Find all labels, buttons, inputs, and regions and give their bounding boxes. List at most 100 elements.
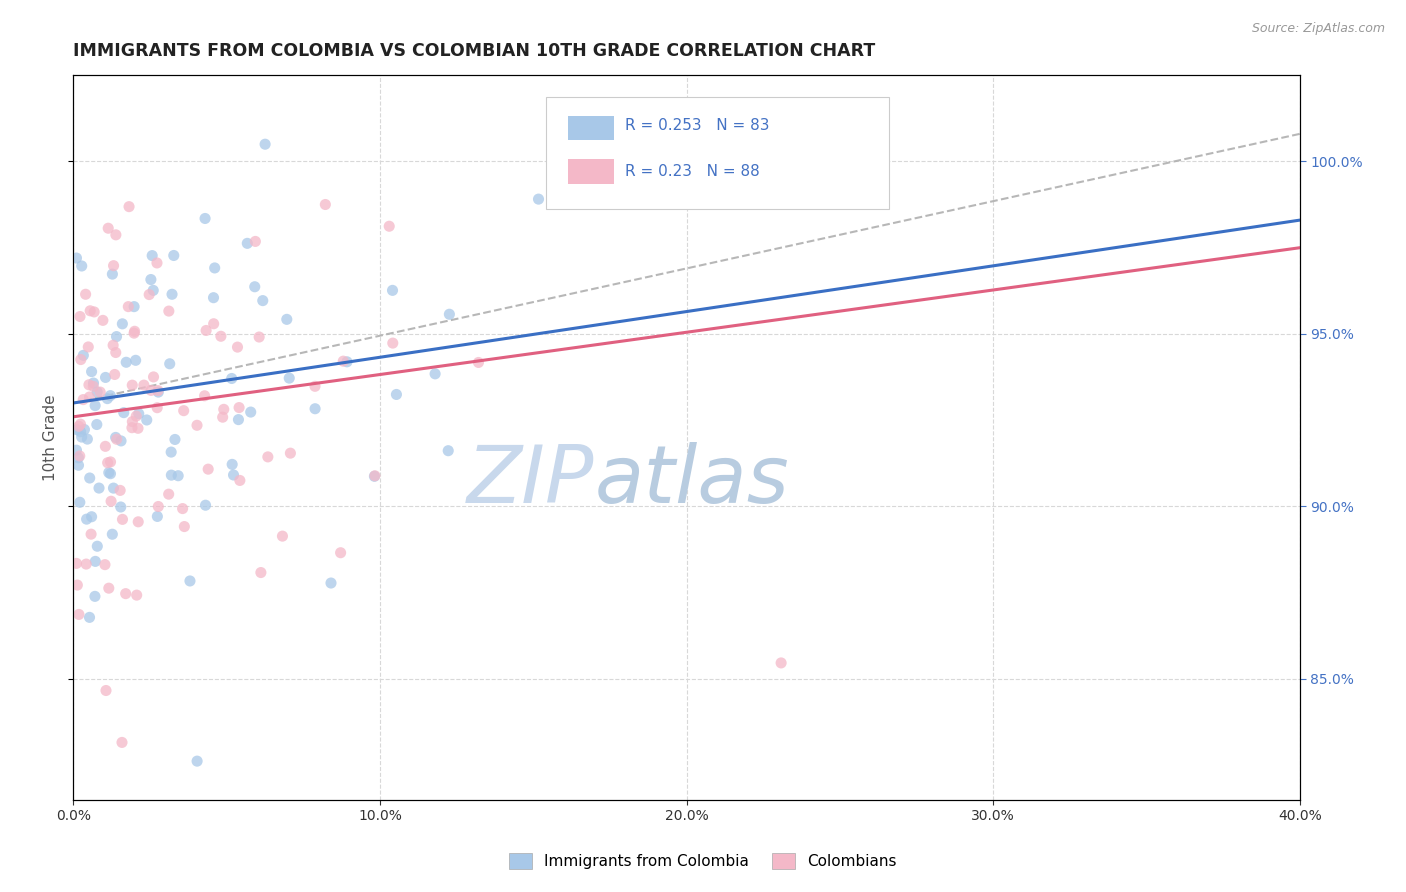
Point <box>69 352 91 367</box>
Point <box>67 419 90 434</box>
Point <box>72 392 94 407</box>
Point <box>87 481 110 495</box>
Point <box>186 754 208 768</box>
Point <box>212 402 235 417</box>
Point <box>146 384 169 398</box>
Point <box>146 256 169 270</box>
Point <box>114 587 136 601</box>
Point <box>101 527 124 541</box>
Point <box>228 412 250 426</box>
Point <box>276 312 298 326</box>
Point <box>148 500 170 514</box>
Point <box>100 467 122 481</box>
Point <box>65 443 87 458</box>
Point <box>69 425 91 439</box>
Point <box>65 251 87 265</box>
FancyBboxPatch shape <box>568 160 614 184</box>
Point <box>245 235 267 249</box>
Point <box>247 330 270 344</box>
Point <box>124 324 146 338</box>
Point <box>437 443 460 458</box>
Point <box>173 403 195 417</box>
Point <box>186 418 208 433</box>
Point <box>243 279 266 293</box>
Point <box>104 430 127 444</box>
Point <box>86 539 108 553</box>
Point <box>209 329 232 343</box>
Point <box>236 236 259 251</box>
Text: IMMIGRANTS FROM COLOMBIA VS COLOMBIAN 10TH GRADE CORRELATION CHART: IMMIGRANTS FROM COLOMBIA VS COLOMBIAN 10… <box>73 42 876 60</box>
Point <box>115 355 138 369</box>
Point <box>112 406 135 420</box>
Point <box>467 355 489 369</box>
Point <box>110 500 132 514</box>
Point <box>204 260 226 275</box>
Point <box>84 554 107 568</box>
Point <box>160 468 183 483</box>
Text: R = 0.253   N = 83: R = 0.253 N = 83 <box>626 119 770 134</box>
Legend: Immigrants from Colombia, Colombians: Immigrants from Colombia, Colombians <box>503 847 903 875</box>
Point <box>332 354 354 368</box>
Point <box>104 227 127 242</box>
Text: ZIP: ZIP <box>467 442 595 520</box>
Point <box>127 515 149 529</box>
Point <box>66 423 89 437</box>
Point <box>96 392 118 406</box>
Point <box>257 450 280 464</box>
Point <box>111 317 134 331</box>
Point <box>527 192 550 206</box>
Point <box>86 384 108 399</box>
Point <box>97 456 120 470</box>
Point <box>65 557 87 571</box>
Point <box>125 409 148 423</box>
Point <box>122 326 145 340</box>
Point <box>76 512 98 526</box>
Point <box>111 735 134 749</box>
Point <box>108 483 131 498</box>
Point <box>69 449 91 463</box>
Point <box>439 307 461 321</box>
Point <box>157 487 180 501</box>
Point <box>278 371 301 385</box>
Point <box>118 200 141 214</box>
Point <box>94 439 117 453</box>
Point <box>173 519 195 533</box>
Point <box>314 197 336 211</box>
Point <box>172 501 194 516</box>
Point <box>239 405 262 419</box>
Point <box>97 581 120 595</box>
Point <box>221 371 243 385</box>
Point <box>304 379 326 393</box>
Point <box>148 385 170 400</box>
Point <box>89 385 111 400</box>
Point <box>86 417 108 432</box>
Point <box>124 353 146 368</box>
Point <box>254 137 277 152</box>
Point <box>79 610 101 624</box>
Point <box>163 248 186 262</box>
Point <box>111 512 134 526</box>
Point <box>94 683 117 698</box>
Point <box>77 340 100 354</box>
Point <box>84 590 107 604</box>
Point <box>364 468 387 483</box>
Point <box>228 401 250 415</box>
Point <box>336 355 359 369</box>
Point <box>194 211 217 226</box>
Point <box>104 345 127 359</box>
Point <box>98 389 121 403</box>
Point <box>141 249 163 263</box>
Point <box>226 340 249 354</box>
Point <box>103 259 125 273</box>
Point <box>83 305 105 319</box>
Point <box>122 300 145 314</box>
Point <box>101 338 124 352</box>
Point <box>222 468 245 483</box>
FancyBboxPatch shape <box>568 116 614 140</box>
Point <box>167 468 190 483</box>
Point <box>378 219 401 234</box>
Point <box>271 529 294 543</box>
Point <box>423 367 446 381</box>
Point <box>75 287 97 301</box>
Point <box>104 368 127 382</box>
